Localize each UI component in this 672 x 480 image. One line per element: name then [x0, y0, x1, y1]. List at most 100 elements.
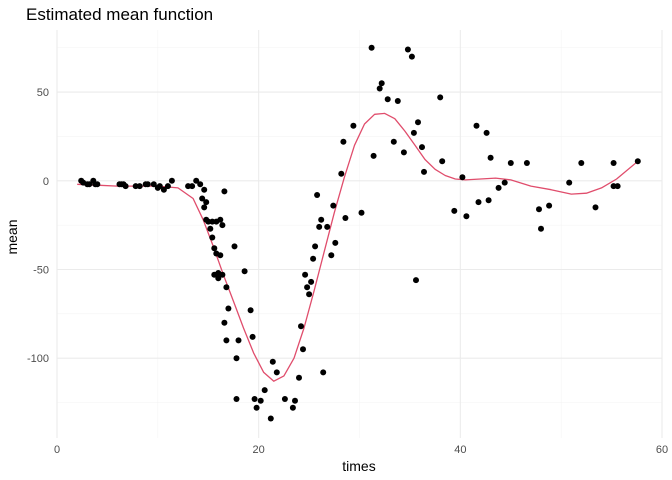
data-point: [501, 179, 508, 186]
data-point: [189, 183, 196, 190]
data-point: [342, 215, 349, 221]
data-point: [300, 346, 306, 353]
data-point: [209, 234, 216, 241]
data-point: [257, 397, 264, 404]
data-point: [437, 94, 444, 101]
data-point: [413, 277, 419, 284]
data-point: [368, 44, 375, 51]
data-point: [223, 337, 230, 344]
data-point: [201, 204, 208, 211]
data-point: [451, 207, 458, 214]
data-point: [231, 243, 238, 250]
data-point: [156, 183, 163, 190]
data-point: [267, 415, 274, 422]
data-point: [304, 284, 311, 291]
data-point: [296, 374, 302, 381]
data-point: [439, 158, 446, 165]
data-point: [350, 122, 357, 129]
x-tick-label: 0: [54, 444, 60, 456]
x-tick-label: 40: [454, 444, 466, 456]
data-point: [312, 243, 319, 250]
data-point: [314, 192, 321, 198]
data-point: [546, 202, 553, 209]
data-point: [538, 225, 544, 232]
y-tick-label: 50: [37, 87, 49, 99]
data-point: [390, 138, 397, 145]
data-point: [473, 122, 480, 129]
data-point: [308, 278, 315, 285]
data-point: [253, 404, 260, 411]
data-point: [376, 85, 383, 92]
chart-title: Estimated mean function: [26, 5, 213, 24]
data-point: [328, 252, 335, 259]
data-point: [487, 154, 494, 161]
data-point: [249, 333, 256, 340]
data-point: [86, 181, 93, 188]
data-point: [463, 213, 470, 220]
data-point: [459, 174, 466, 181]
data-point: [199, 195, 206, 202]
data-point: [415, 119, 421, 126]
data-point: [233, 396, 240, 402]
data-point: [507, 160, 514, 166]
data-point: [221, 188, 228, 195]
data-point: [320, 369, 327, 376]
data-point: [164, 183, 171, 190]
data-point: [150, 181, 157, 188]
y-tick-label: -50: [33, 264, 49, 276]
x-tick-label: 20: [253, 444, 265, 456]
data-point: [136, 183, 143, 190]
data-point: [610, 160, 617, 166]
data-point: [536, 206, 542, 213]
data-point: [475, 199, 482, 206]
data-point: [217, 252, 224, 259]
data-point: [523, 160, 530, 166]
data-point: [217, 216, 224, 223]
data-point: [251, 396, 258, 402]
data-point: [404, 46, 411, 53]
data-point: [273, 369, 280, 376]
data-point: [340, 138, 347, 145]
gridlines: [56, 30, 663, 438]
data-point: [122, 183, 129, 190]
data-point: [193, 177, 200, 184]
data-point: [578, 160, 585, 166]
data-point: [400, 149, 407, 156]
data-point: [219, 222, 226, 229]
data-point: [410, 129, 417, 136]
data-point: [223, 284, 230, 291]
data-point: [614, 183, 621, 190]
data-point: [324, 223, 331, 230]
data-point: [592, 204, 599, 211]
data-point: [241, 268, 248, 275]
data-point: [378, 80, 385, 87]
data-point: [358, 209, 365, 216]
y-tick-label: -100: [27, 353, 49, 365]
data-point: [306, 291, 313, 298]
data-point: [94, 181, 101, 188]
data-point: [316, 223, 323, 230]
data-point: [419, 144, 425, 151]
data-point: [310, 255, 317, 262]
data-point: [203, 199, 210, 206]
data-point: [298, 323, 304, 330]
data-point: [247, 307, 254, 314]
data-point: [330, 202, 337, 209]
data-point: [225, 305, 232, 312]
data-point: [233, 355, 240, 362]
mean-function-line: [77, 112, 639, 382]
data-point: [221, 319, 228, 326]
data-point: [384, 96, 391, 103]
data-point: [495, 184, 502, 191]
mean-line-series: [77, 112, 639, 382]
data-point: [207, 225, 214, 232]
data-point: [338, 170, 345, 177]
data-point: [197, 181, 204, 188]
data-point: [485, 197, 492, 204]
data-point: [281, 396, 288, 402]
data-point: [394, 98, 401, 104]
data-point: [219, 271, 226, 278]
data-point: [483, 129, 490, 136]
